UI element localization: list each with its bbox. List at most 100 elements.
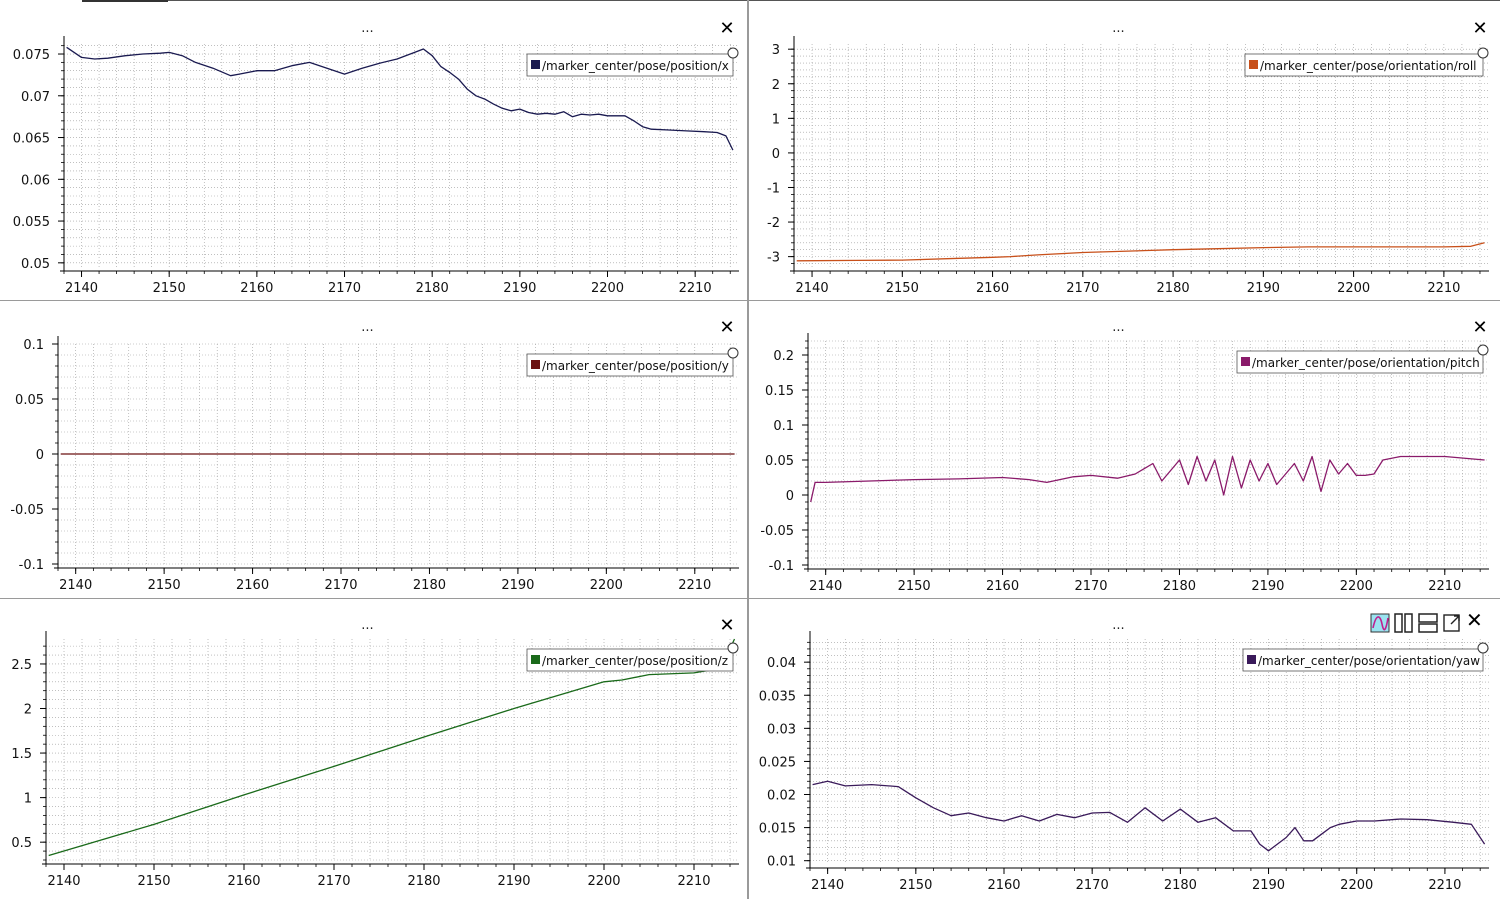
x-tick-label: 2200 bbox=[1340, 878, 1373, 893]
x-tick-label: 2190 bbox=[503, 281, 536, 296]
legend-label: /marker_center/pose/position/z bbox=[542, 654, 728, 668]
y-tick-label: 0.03 bbox=[767, 722, 796, 737]
y-tick-label: 0.06 bbox=[21, 173, 50, 188]
x-tick-label: 2140 bbox=[59, 578, 92, 593]
split-horizontal-icon[interactable] bbox=[1418, 612, 1438, 634]
y-tick-label: 0.05 bbox=[15, 393, 44, 408]
legend-handle-icon[interactable] bbox=[1477, 47, 1489, 59]
plot-panel-position-x[interactable]: ... ✕ 2140 2150 2160 2170 2180 2190 2200 2210 0.05… bbox=[0, 2, 747, 300]
x-tick-label: 2180 bbox=[1164, 878, 1197, 893]
y-tick-label: 3 bbox=[772, 43, 780, 58]
x-tick-label: 2150 bbox=[898, 579, 931, 594]
legend-swatch bbox=[1247, 655, 1256, 664]
x-tick-label: 2180 bbox=[407, 874, 440, 889]
legend: /marker_center/pose/orientation/pitch bbox=[1236, 350, 1484, 374]
panel-title: ... bbox=[361, 320, 373, 335]
y-tick-label: 1 bbox=[772, 112, 780, 127]
plot-panel-position-z[interactable]: ... ✕ 2140 2150 2160 2170 2180 2190 2200 2210 0.5 1… bbox=[0, 599, 747, 899]
x-tick-label: 2140 bbox=[809, 579, 842, 594]
x-tick-label: 2200 bbox=[590, 578, 623, 593]
column-divider[interactable] bbox=[747, 0, 749, 899]
x-tick-label: 2210 bbox=[677, 874, 710, 889]
legend-swatch bbox=[531, 655, 540, 664]
x-tick-label: 2140 bbox=[65, 281, 98, 296]
legend-handle-icon[interactable] bbox=[727, 347, 739, 359]
y-tick-label: 0.1 bbox=[23, 338, 44, 353]
close-icon[interactable]: ✕ bbox=[1472, 18, 1487, 39]
legend-handle-icon[interactable] bbox=[1477, 642, 1489, 654]
legend-handle-icon[interactable] bbox=[727, 47, 739, 59]
y-tick-label: 0.05 bbox=[765, 454, 794, 469]
legend-handle-icon[interactable] bbox=[1477, 344, 1489, 356]
chart-svg: ... ✕ 2140 2150 2160 2170 2180 2190 2200 2210 0.5 1… bbox=[11, 615, 739, 889]
series-line bbox=[796, 242, 1485, 262]
y-tick-label: -3 bbox=[767, 251, 780, 266]
series-line bbox=[810, 455, 1485, 503]
x-tick-label: 2210 bbox=[1427, 281, 1460, 296]
grid bbox=[63, 44, 739, 267]
x-tick-label: 2160 bbox=[987, 878, 1020, 893]
y-tick-label: -0.1 bbox=[19, 558, 44, 573]
y-tick-label: 0.04 bbox=[767, 656, 796, 671]
legend: /marker_center/pose/orientation/roll bbox=[1244, 53, 1484, 77]
x-tick-label: 2160 bbox=[986, 579, 1019, 594]
close-icon[interactable]: ✕ bbox=[719, 18, 734, 39]
y-tick-label: 1.5 bbox=[11, 747, 32, 762]
y-tick-label: 0.055 bbox=[13, 215, 50, 230]
y-tick-label: 2 bbox=[24, 703, 32, 718]
close-icon[interactable]: ✕ bbox=[1466, 608, 1483, 632]
legend-label: /marker_center/pose/position/y bbox=[542, 359, 729, 373]
series-line bbox=[66, 46, 734, 151]
legend: /marker_center/pose/position/y bbox=[526, 353, 734, 377]
x-tick-label: 2200 bbox=[1337, 281, 1370, 296]
legend-box bbox=[526, 353, 734, 377]
top-border bbox=[82, 0, 1500, 1]
legend-handle-icon[interactable] bbox=[727, 642, 739, 654]
y-tick-label: 0.01 bbox=[767, 855, 796, 870]
x-tick-label: 2200 bbox=[1340, 579, 1373, 594]
close-icon[interactable]: ✕ bbox=[1472, 317, 1487, 338]
y-tick-label: 0.05 bbox=[21, 257, 50, 272]
panel-title: ... bbox=[361, 21, 373, 36]
y-tick-label: 0.15 bbox=[765, 384, 794, 399]
grid bbox=[793, 44, 1489, 267]
x-tick-label: 2160 bbox=[240, 281, 273, 296]
plot-panel-position-y[interactable]: ... ✕ 2140 2150 2160 2170 2180 2190 2200 2210 -0.1… bbox=[0, 301, 747, 598]
x-tick-label: 2150 bbox=[899, 878, 932, 893]
legend-label: /marker_center/pose/orientation/roll bbox=[1260, 59, 1477, 73]
x-tick-label: 2150 bbox=[886, 281, 919, 296]
x-tick-label: 2190 bbox=[1251, 579, 1284, 594]
y-tick-label: 0.015 bbox=[759, 822, 796, 837]
y-tick-label: 0 bbox=[36, 448, 44, 463]
x-tick-label: 2140 bbox=[811, 878, 844, 893]
plot-panel-orientation-roll[interactable]: ... ✕ 2140 2150 2160 2170 2180 2190 2200 2210 -3 -2… bbox=[749, 2, 1500, 300]
x-tick-label: 2190 bbox=[501, 578, 534, 593]
grid bbox=[807, 340, 1489, 566]
y-tick-label: 0.2 bbox=[773, 349, 794, 364]
row-divider[interactable] bbox=[0, 300, 1500, 301]
x-tick-label: 2180 bbox=[1157, 281, 1190, 296]
panel-toolbar: ✕ bbox=[1370, 608, 1483, 636]
legend-box bbox=[1244, 53, 1484, 77]
y-tick-label: 0 bbox=[772, 147, 780, 162]
chart-svg: ... ✕ 2140 2150 2160 2170 2180 2190 2200 2210 -0.1… bbox=[760, 317, 1489, 594]
row-divider[interactable] bbox=[0, 598, 1500, 599]
legend-swatch bbox=[531, 360, 540, 369]
x-tick-label: 2160 bbox=[976, 281, 1009, 296]
panel-title: ... bbox=[1112, 618, 1124, 633]
x-tick-label: 2190 bbox=[497, 874, 530, 889]
legend-label: /marker_center/pose/position/x bbox=[542, 59, 729, 73]
top-tab-indicator bbox=[82, 0, 168, 3]
x-tick-label: 2210 bbox=[1428, 579, 1461, 594]
x-tick-label: 2180 bbox=[413, 578, 446, 593]
expand-icon[interactable] bbox=[1442, 612, 1462, 634]
close-icon[interactable]: ✕ bbox=[719, 317, 734, 338]
split-vertical-icon[interactable] bbox=[1394, 612, 1414, 634]
plot-type-icon[interactable] bbox=[1370, 612, 1390, 634]
close-icon[interactable]: ✕ bbox=[719, 615, 734, 636]
plot-panel-orientation-pitch[interactable]: ... ✕ 2140 2150 2160 2170 2180 2190 2200 2210 -0.1… bbox=[749, 301, 1500, 598]
legend-label: /marker_center/pose/orientation/yaw bbox=[1258, 654, 1480, 668]
plot-panel-orientation-yaw[interactable]: ... 2140 2150 2160 2170 2180 2190 2200 2210 0.01 0… bbox=[749, 599, 1500, 899]
panel-title: ... bbox=[1112, 320, 1124, 335]
series-line bbox=[812, 780, 1486, 852]
